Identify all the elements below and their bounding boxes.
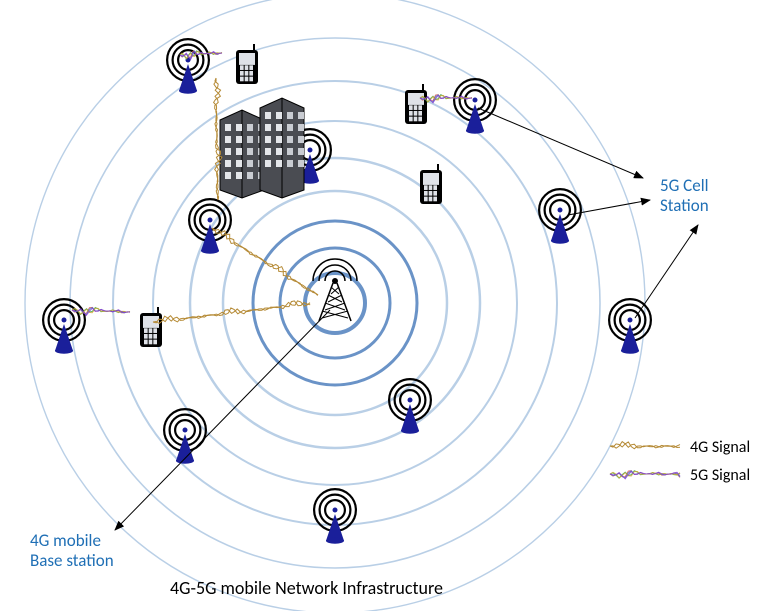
signal-4g-icon bbox=[212, 228, 318, 296]
phone-icon bbox=[236, 44, 258, 84]
small-cell-icon bbox=[43, 299, 85, 354]
signal-5g-icon bbox=[180, 51, 222, 60]
small-cell-icon bbox=[539, 189, 581, 244]
phone-icon bbox=[140, 307, 162, 347]
diagram-canvas bbox=[0, 0, 771, 611]
signal-5g-icon bbox=[610, 471, 680, 479]
signal-4g-icon bbox=[610, 442, 680, 449]
coverage-ring bbox=[153, 121, 517, 485]
small-cell-icon bbox=[314, 489, 356, 544]
phone-icon bbox=[405, 84, 427, 124]
label-5g-cell-line2: Station bbox=[660, 195, 709, 216]
base-tower-icon bbox=[313, 259, 357, 321]
label-4g-base-line2: Base station bbox=[30, 550, 114, 571]
small-cell-icon bbox=[164, 409, 206, 464]
buildings-icon bbox=[220, 98, 304, 198]
legend-4g-label: 4G Signal bbox=[690, 438, 750, 457]
coverage-ring bbox=[223, 191, 447, 415]
signal-5g-icon bbox=[72, 307, 130, 315]
diagram-title: 4G-5G mobile Network Infrastructure bbox=[170, 577, 443, 599]
legend-5g-label: 5G Signal bbox=[690, 466, 750, 485]
label-4g-base-line1: 4G mobile bbox=[30, 530, 101, 551]
callout-arrow bbox=[478, 108, 643, 178]
small-cell-icon bbox=[167, 39, 209, 94]
callout-arrow bbox=[635, 225, 698, 318]
phone-icon bbox=[420, 164, 442, 204]
signal-4g-icon bbox=[153, 301, 310, 324]
label-5g-cell-line1: 5G Cell bbox=[660, 175, 709, 196]
coverage-ring bbox=[253, 221, 417, 385]
